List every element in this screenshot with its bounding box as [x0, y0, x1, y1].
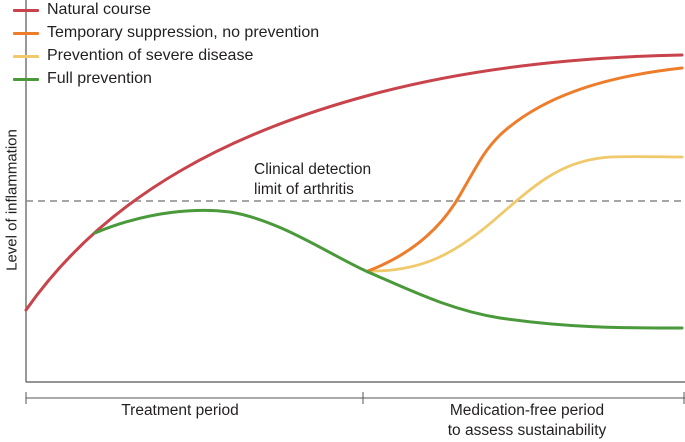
- legend-item-full-prevention: Full prevention: [13, 69, 413, 89]
- temporary-suppression-curve: [366, 66, 684, 273]
- detection-limit-annotation: Clinical detection limit of arthritis: [254, 160, 371, 200]
- prevention-severe-curve: [366, 155, 684, 273]
- line-swatch-icon: [13, 9, 39, 12]
- legend-label: Natural course: [47, 1, 152, 18]
- medication-free-period-label: Medication-free period to assess sustain…: [402, 401, 652, 441]
- natural-course-curve: [24, 53, 684, 312]
- line-swatch-icon: [13, 78, 39, 81]
- detection-limit-line-1: Clinical detection: [254, 161, 372, 178]
- legend-label: Temporary suppression, no prevention: [47, 24, 320, 41]
- full-prevention-curve: [93, 208, 684, 330]
- y-axis-label: Level of inflammation: [3, 129, 21, 271]
- legend-item-prevention-severe: Prevention of severe disease: [13, 46, 413, 66]
- detection-limit-line-2: limit of arthritis: [254, 181, 354, 198]
- medication-free-period-line-1: Medication-free period: [449, 402, 605, 419]
- line-swatch-icon: [13, 32, 39, 35]
- treatment-period-label: Treatment period: [121, 402, 239, 419]
- medication-free-period-line-2: to assess sustainability: [447, 422, 607, 439]
- legend-label: Prevention of severe disease: [47, 47, 254, 64]
- legend-item-temporary-suppression: Temporary suppression, no prevention: [13, 23, 413, 43]
- legend-label: Full prevention: [47, 70, 152, 87]
- line-swatch-icon: [13, 55, 39, 58]
- legend-item-natural-course: Natural course: [13, 0, 413, 20]
